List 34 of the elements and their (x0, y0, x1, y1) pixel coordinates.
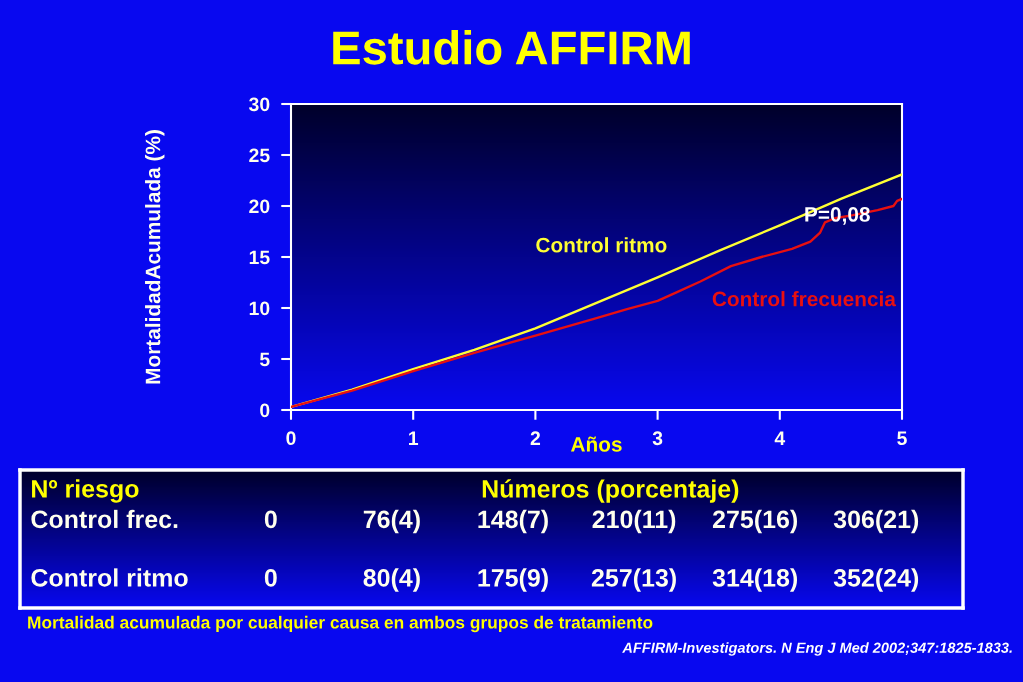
y-axis-title: MortalidadAcumulada (%) (145, 130, 165, 384)
text: 76(4) (363, 509, 420, 534)
x-axis-title: Años (570, 436, 622, 452)
text: 352(24) (833, 568, 919, 592)
chart-title: Estudio AFFIRM (333, 29, 690, 65)
category-label: Control frec. (31, 509, 178, 529)
text: 275(16) (712, 509, 798, 534)
text: 257(13) (591, 568, 676, 592)
y-tick-label: 25 (249, 148, 270, 163)
x-tick-label: 3 (652, 431, 663, 446)
text: 314(18) (712, 568, 798, 592)
x-tick-label: 1 (409, 431, 419, 445)
text: 210(11) (592, 509, 676, 534)
series-label: Control frecuencia (712, 291, 897, 307)
text: AFFIRM-Investigators. N Eng J Med 2002;347:1825-1833. (622, 642, 1012, 656)
y-tick-label: 5 (259, 352, 270, 367)
x-tick-label: 4 (774, 431, 786, 445)
x-tick-label: 2 (530, 431, 541, 445)
y-tick-label: 30 (248, 97, 270, 112)
y-tick-label: 10 (249, 301, 270, 316)
text: Nº riesgo (32, 479, 139, 503)
category-label: Control ritmo (31, 568, 188, 587)
text: 80(4) (363, 568, 420, 592)
x-tick-label: 0 (286, 431, 296, 446)
text: Mortalidad acumulada por cualquier causa en ambos grupos de tratamiento (28, 615, 653, 633)
y-tick-label: 15 (249, 250, 270, 265)
text: Números (porcentaje) (482, 479, 739, 503)
text: 306(21) (833, 509, 919, 534)
series-label: Control ritmo (536, 237, 667, 253)
y-tick-label: 20 (249, 199, 270, 214)
text: 148(7) (478, 509, 548, 534)
x-tick-label: 5 (897, 431, 907, 446)
y-tick-label: 0 (260, 403, 270, 418)
text: 175(9) (478, 568, 548, 592)
